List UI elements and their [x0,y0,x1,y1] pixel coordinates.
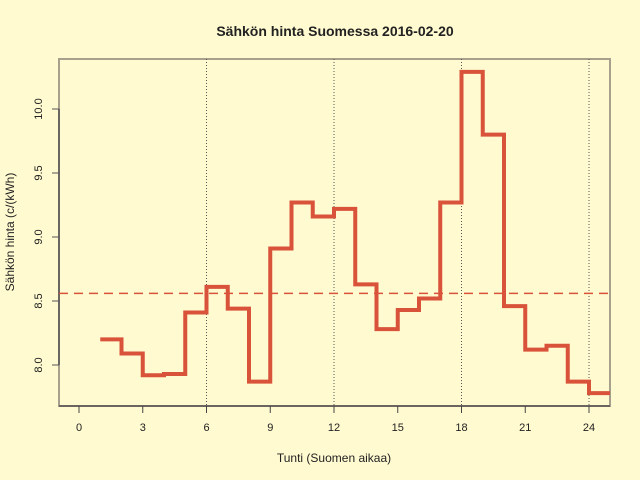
x-tick-label: 15 [392,422,404,434]
x-axis: 0 3 6 9 12 15 18 21 24 [59,405,610,434]
y-tick-label: 9.5 [33,165,45,180]
x-tick-label: 18 [455,422,467,434]
x-tick-label: 0 [76,422,82,434]
x-tick-label: 12 [328,422,340,434]
y-axis: 8.0 8.5 9.0 9.5 10.0 [33,98,60,373]
x-axis-label: Tunti (Suomen aikaa) [277,451,391,465]
x-tick-label: 3 [140,422,146,434]
y-tick-label: 8.0 [33,357,45,372]
y-tick-label: 9.0 [33,229,45,244]
vertical-gridlines [206,59,590,406]
y-tick-label: 8.5 [33,293,45,308]
price-step-line [100,69,610,396]
y-tick-label: 10.0 [33,98,45,119]
x-tick-label: 24 [583,422,595,434]
x-tick-label: 6 [203,422,209,434]
y-axis-label: Sähkön hinta (c/(kWh) [3,173,17,292]
chart-title: Sähkön hinta Suomessa 2016-02-20 [216,23,454,39]
x-tick-label: 21 [519,422,531,434]
x-tick-label: 9 [267,422,273,434]
